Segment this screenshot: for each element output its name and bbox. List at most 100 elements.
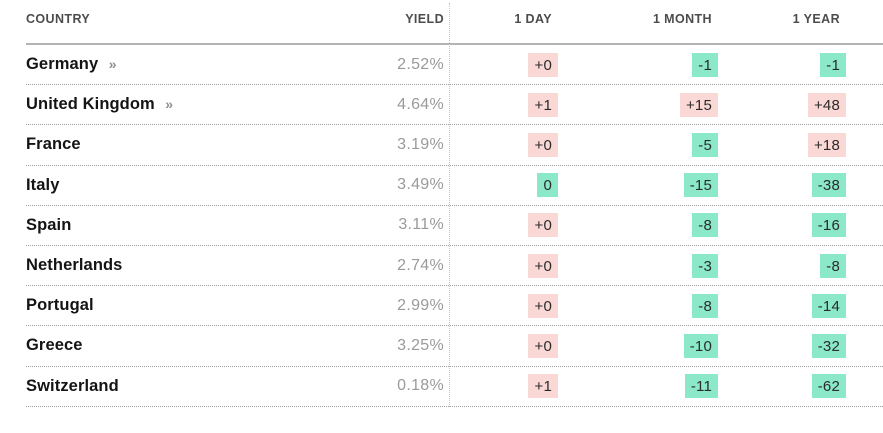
country-name: France (26, 135, 81, 154)
change-1month-badge: -1 (692, 52, 718, 77)
country-name: United Kingdom (26, 95, 155, 114)
change-1day-cell: +1 (444, 374, 558, 399)
col-header-yield: YIELD (405, 11, 444, 26)
country-name: Germany (26, 55, 99, 74)
change-1year-cell: -38 (712, 173, 846, 198)
change-1day-cell: +0 (444, 132, 558, 157)
change-1month-cell: -3 (552, 253, 718, 278)
table-row: Greece 3.25% +0 -10 -32 (26, 326, 883, 367)
change-1day-badge: +0 (528, 293, 558, 318)
country-name: Portugal (26, 296, 94, 315)
change-1month-cell: -15 (552, 173, 718, 198)
change-1day-cell: +0 (444, 253, 558, 278)
yield-cell: 3.19% (397, 135, 444, 153)
change-1day-badge: +0 (528, 213, 558, 238)
change-1month-cell: -8 (552, 293, 718, 318)
yield-cell: 3.25% (397, 336, 444, 354)
change-1month-badge: -5 (692, 132, 718, 157)
country-name: Greece (26, 336, 83, 355)
change-1month-cell: -10 (552, 333, 718, 358)
change-1month-badge: -8 (692, 293, 718, 318)
change-1year-badge: -16 (811, 213, 846, 238)
col-header-1month: 1 MONTH (652, 11, 712, 26)
change-1month-cell: -11 (552, 374, 718, 399)
change-1day-cell: +0 (444, 52, 558, 77)
change-1month-badge: -8 (692, 213, 718, 238)
change-1month-cell: -5 (552, 132, 718, 157)
table-body: Germany » 2.52% +0 -1 -1 United Kingdom … (0, 45, 883, 407)
yield-cell: 4.64% (397, 95, 444, 113)
change-1month-badge: -3 (692, 253, 718, 278)
table-row: Italy 3.49% 0 -15 -38 (26, 166, 883, 206)
change-1day-cell: +1 (444, 92, 558, 117)
country-cell[interactable]: Germany » (26, 55, 380, 74)
change-1day-badge: +0 (528, 333, 558, 358)
change-1day-cell: +0 (444, 333, 558, 358)
yield-cell: 2.52% (397, 55, 444, 73)
table-row: Netherlands 2.74% +0 -3 -8 (26, 246, 883, 287)
change-1year-badge: -8 (820, 253, 846, 278)
country-cell: Netherlands (26, 256, 380, 275)
col-header-country: COUNTRY (26, 11, 91, 26)
col-header-1year: 1 YEAR (792, 11, 840, 26)
change-1day-cell: +0 (444, 293, 558, 318)
change-1month-badge: +15 (679, 92, 718, 117)
table-header-row: COUNTRY YIELD 1 DAY 1 MONTH 1 YEAR (26, 0, 883, 45)
yield-cell: 2.99% (397, 296, 444, 314)
change-1year-badge: -32 (811, 333, 846, 358)
change-1day-cell: +0 (444, 213, 558, 238)
country-cell[interactable]: United Kingdom » (26, 95, 380, 114)
change-1day-badge: +0 (528, 52, 558, 77)
table-row: Germany » 2.52% +0 -1 -1 (26, 45, 883, 86)
country-cell: Spain (26, 216, 380, 235)
country-cell: France (26, 135, 380, 154)
change-1day-badge: +1 (528, 374, 558, 399)
chevron-right-icon: » (108, 56, 117, 73)
change-1year-cell: -1 (712, 52, 846, 77)
country-cell: Greece (26, 336, 380, 355)
country-cell: Switzerland (26, 377, 380, 396)
table-row: Switzerland 0.18% +1 -11 -62 (26, 367, 883, 407)
change-1year-badge: -1 (820, 52, 846, 77)
change-1month-badge: -15 (683, 173, 718, 198)
change-1year-cell: -8 (712, 253, 846, 278)
change-1year-cell: -32 (712, 333, 846, 358)
yield-cell: 3.49% (397, 176, 444, 194)
country-name: Spain (26, 215, 72, 234)
yield-cell: 2.74% (397, 256, 444, 274)
country-name: Switzerland (26, 376, 119, 395)
column-divider (449, 3, 450, 407)
change-1month-badge: -11 (684, 374, 718, 399)
col-header-1day: 1 DAY (514, 11, 552, 26)
country-name: Netherlands (26, 256, 123, 275)
change-1year-cell: +48 (712, 92, 846, 117)
table-row: Portugal 2.99% +0 -8 -14 (26, 286, 883, 327)
table-row: United Kingdom » 4.64% +1 +15 +48 (26, 85, 883, 126)
change-1year-badge: -62 (811, 374, 846, 399)
change-1month-cell: -1 (552, 52, 718, 77)
yield-cell: 0.18% (397, 377, 444, 395)
header-spacer (840, 19, 883, 25)
country-cell: Portugal (26, 296, 380, 315)
change-1year-cell: +18 (712, 132, 846, 157)
country-name: Italy (26, 175, 60, 194)
table-row: France 3.19% +0 -5 +18 (26, 125, 883, 166)
change-1day-badge: 0 (537, 173, 558, 198)
change-1day-badge: +0 (528, 253, 558, 278)
table-row: Spain 3.11% +0 -8 -16 (26, 206, 883, 246)
change-1month-cell: +15 (552, 92, 718, 117)
change-1day-badge: +1 (528, 92, 558, 117)
change-1year-badge: -38 (811, 173, 846, 198)
change-1year-badge: +18 (807, 132, 846, 157)
change-1day-cell: 0 (444, 173, 558, 198)
country-cell: Italy (26, 176, 380, 195)
change-1year-cell: -16 (712, 213, 846, 238)
change-1month-badge: -10 (683, 333, 718, 358)
change-1year-cell: -62 (712, 374, 846, 399)
change-1year-cell: -14 (712, 293, 846, 318)
change-1year-badge: -14 (811, 293, 846, 318)
change-1month-cell: -8 (552, 213, 718, 238)
change-1year-badge: +48 (807, 92, 846, 117)
change-1day-badge: +0 (528, 132, 558, 157)
